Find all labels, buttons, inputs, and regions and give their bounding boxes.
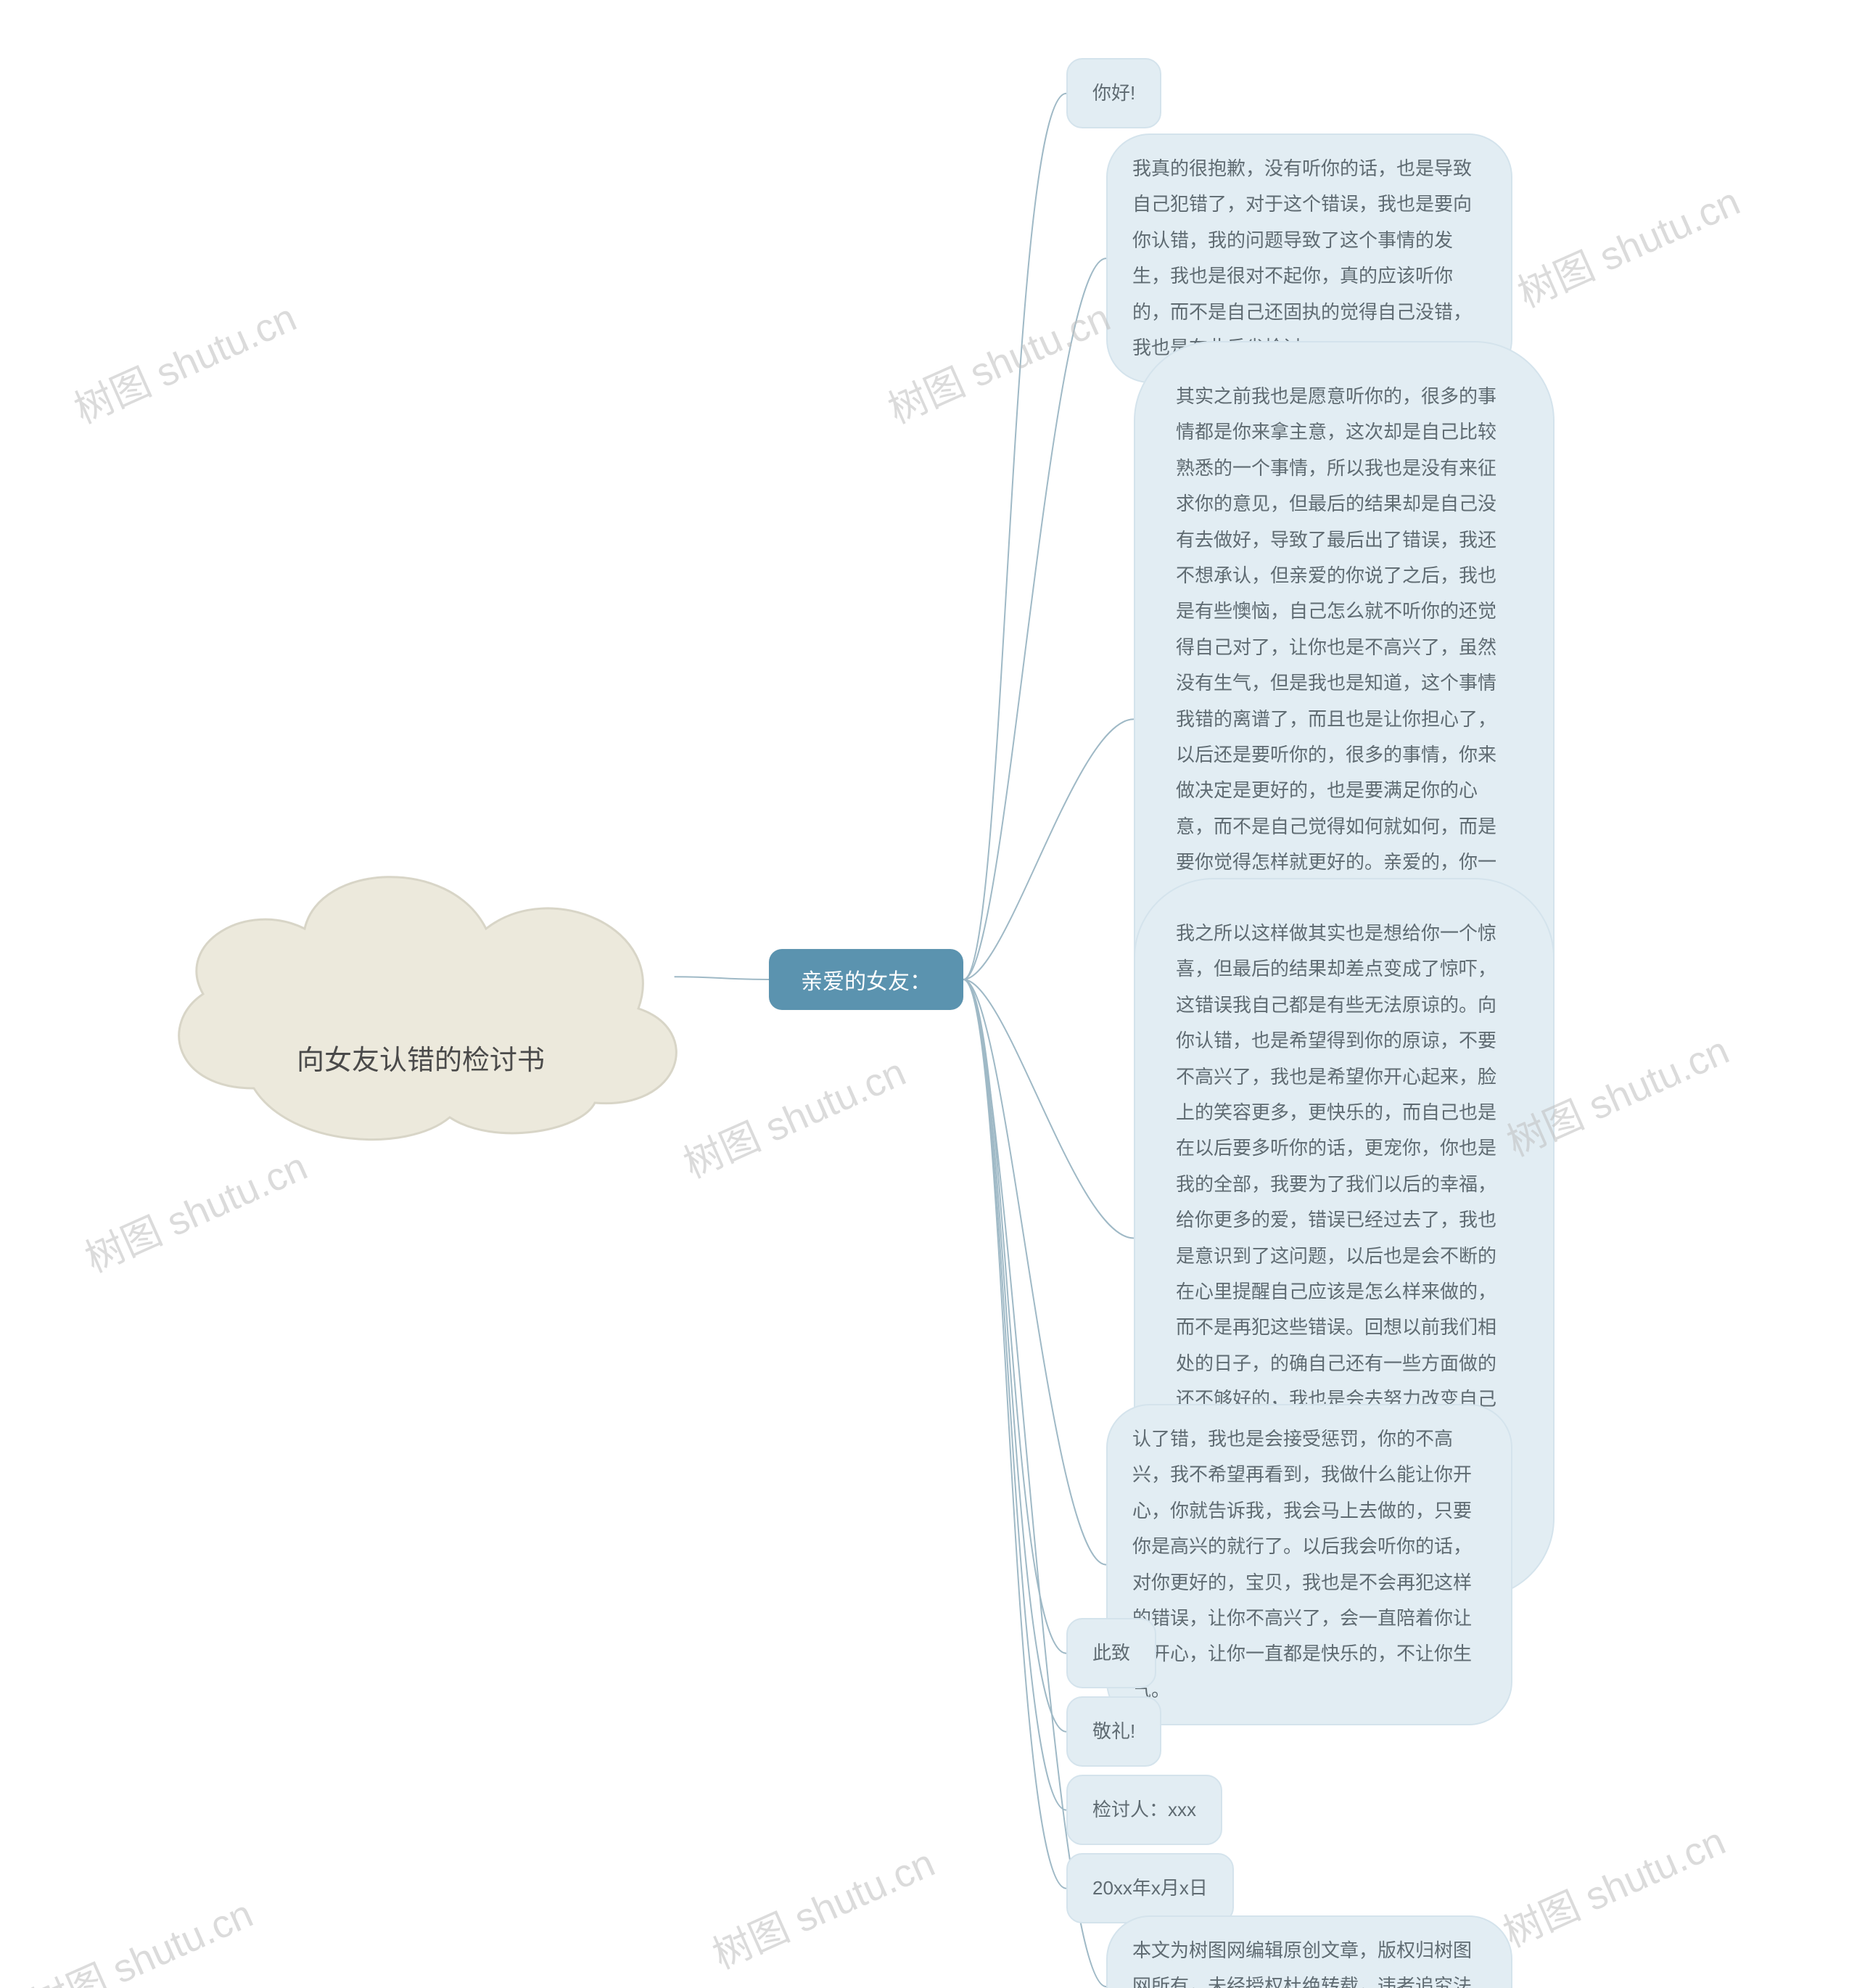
root-label: 向女友认错的检讨书 — [145, 1038, 696, 1077]
watermark: 树图 shutu.cn — [64, 286, 304, 435]
watermark: 树图 shutu.cn — [1493, 1810, 1733, 1958]
mindmap-canvas: 向女友认错的检讨书 亲爱的女友： 你好!我真的很抱歉，没有听你的话，也是导致自己… — [0, 0, 1857, 1988]
watermark: 树图 shutu.cn — [20, 1882, 260, 1988]
root-node[interactable]: 向女友认错的检讨书 — [145, 820, 696, 1154]
leaf-node[interactable]: 检讨人：xxx — [1066, 1775, 1222, 1845]
watermark: 树图 shutu.cn — [878, 286, 1118, 435]
watermark: 树图 shutu.cn — [1507, 170, 1747, 319]
leaf-node[interactable]: 敬礼! — [1066, 1696, 1161, 1767]
watermark: 树图 shutu.cn — [673, 1040, 913, 1189]
watermark: 树图 shutu.cn — [702, 1831, 942, 1980]
leaf-node[interactable]: 20xx年x月x日 — [1066, 1853, 1234, 1923]
leaf-node[interactable]: 认了错，我也是会接受惩罚，你的不高兴，我不希望再看到，我做什么能让你开心，你就告… — [1106, 1404, 1512, 1725]
leaf-node[interactable]: 此致 — [1066, 1618, 1156, 1688]
branch-node[interactable]: 亲爱的女友： — [769, 949, 963, 1010]
leaf-node[interactable]: 你好! — [1066, 58, 1161, 128]
leaf-node[interactable]: 本文为树图网编辑原创文章，版权归树图网所有，未经授权杜绝转载，违者追究法律责任。 — [1106, 1915, 1512, 1988]
cloud-icon — [145, 820, 696, 1154]
watermark: 树图 shutu.cn — [75, 1135, 315, 1283]
